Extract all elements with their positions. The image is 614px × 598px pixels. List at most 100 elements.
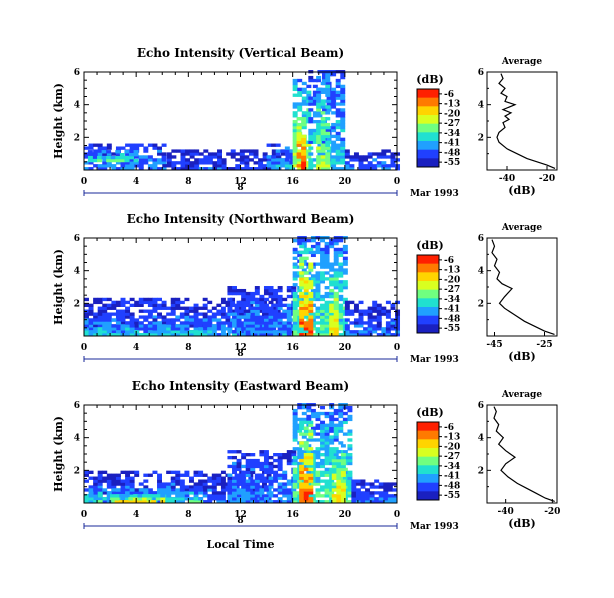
echo-cell xyxy=(170,321,176,325)
echo-cell xyxy=(271,161,277,165)
echo-cell xyxy=(115,152,121,156)
echo-cell xyxy=(392,482,398,486)
echo-cell xyxy=(93,164,99,168)
echo-cell xyxy=(227,491,233,495)
echo-cell xyxy=(143,155,149,159)
echo-cell xyxy=(292,485,298,489)
echo-cell xyxy=(97,324,103,328)
echo-cell xyxy=(315,464,321,469)
echo-cell xyxy=(374,500,380,504)
echo-cell xyxy=(303,280,309,284)
echo-cell xyxy=(315,447,321,451)
echo-cell xyxy=(360,494,366,498)
echo-cell xyxy=(106,146,112,150)
echo-cell xyxy=(102,303,108,307)
echo-cell xyxy=(316,75,322,80)
echo-cell xyxy=(303,479,309,483)
echo-cell xyxy=(360,500,366,504)
echo-cell xyxy=(161,318,167,322)
echo-cell xyxy=(385,330,391,334)
echo-cell xyxy=(125,167,131,171)
echo-cell xyxy=(202,321,208,325)
echo-cell xyxy=(147,473,153,477)
echo-cell xyxy=(303,250,309,255)
echo-cell xyxy=(324,441,330,445)
echo-cell xyxy=(378,494,384,498)
echo-cell xyxy=(367,333,373,337)
echo-cell xyxy=(342,259,348,263)
echo-cell xyxy=(97,146,103,150)
echo-cell xyxy=(306,84,312,89)
echo-cell xyxy=(303,277,309,281)
echo-cell xyxy=(335,96,341,100)
echo-cell xyxy=(254,318,260,322)
echo-cell xyxy=(369,497,375,501)
y-tick-label: 2 xyxy=(74,466,80,476)
echo-cell xyxy=(308,291,314,296)
echo-cell xyxy=(335,114,341,118)
echo-cell xyxy=(325,125,331,130)
echo-cell xyxy=(179,479,185,483)
echo-cell xyxy=(286,461,292,466)
echo-cell xyxy=(277,458,283,463)
echo-cell xyxy=(120,312,126,316)
echo-cell xyxy=(383,500,389,504)
colorbar-level: -20 xyxy=(444,275,460,285)
echo-cell xyxy=(230,149,236,153)
echo-cell xyxy=(320,274,326,278)
echo-cell xyxy=(277,482,283,486)
echo-cell xyxy=(297,288,303,293)
echo-cell xyxy=(338,411,344,416)
echo-cell xyxy=(250,294,256,299)
echo-cell xyxy=(175,479,181,483)
echo-cell xyxy=(292,417,298,422)
echo-cell xyxy=(331,497,337,501)
echo-cell xyxy=(316,78,322,83)
echo-cell xyxy=(312,128,318,133)
echo-cell xyxy=(292,432,298,436)
echo-cell xyxy=(378,497,384,501)
echo-cell xyxy=(342,432,348,436)
echo-cell xyxy=(310,408,316,413)
colorbar-level: -34 xyxy=(444,295,460,305)
echo-cell xyxy=(184,485,190,489)
echo-cell xyxy=(263,291,269,296)
echo-cell xyxy=(369,482,375,486)
echo-cell xyxy=(367,330,373,334)
echo-cell xyxy=(143,161,149,165)
echo-cell xyxy=(322,72,327,77)
echo-cell xyxy=(194,152,200,156)
echo-cell xyxy=(335,158,341,162)
echo-cell xyxy=(324,432,330,436)
colorbar-level: -27 xyxy=(444,452,460,462)
echo-cell xyxy=(306,277,312,281)
colorbar-frame xyxy=(416,421,440,501)
colorbar-level: -6 xyxy=(444,256,454,266)
echo-cell xyxy=(193,324,199,328)
echo-cell xyxy=(303,455,309,460)
echo-cell xyxy=(303,327,309,331)
echo-cell xyxy=(315,470,321,474)
echo-cell xyxy=(372,152,378,156)
echo-cell xyxy=(241,297,247,302)
echo-cell xyxy=(97,309,103,313)
echo-cell xyxy=(308,491,314,495)
average-y-tick-label: 6 xyxy=(478,68,484,78)
echo-cell xyxy=(202,330,208,334)
echo-cell xyxy=(207,309,213,313)
echo-cell xyxy=(333,333,339,337)
colorbar-swatch xyxy=(417,491,439,501)
echo-cell xyxy=(338,318,344,322)
echo-cell xyxy=(268,288,274,293)
echo-cell xyxy=(245,330,251,334)
echo-cell xyxy=(277,461,283,466)
echo-cell xyxy=(315,426,321,430)
echo-cell xyxy=(170,333,176,337)
echo-cell xyxy=(134,161,140,165)
echo-cell xyxy=(232,288,237,293)
echo-cell xyxy=(320,131,326,136)
echo-cell xyxy=(306,114,312,118)
echo-cell xyxy=(129,333,135,337)
echo-cell xyxy=(217,161,222,165)
echo-cell xyxy=(331,87,337,92)
